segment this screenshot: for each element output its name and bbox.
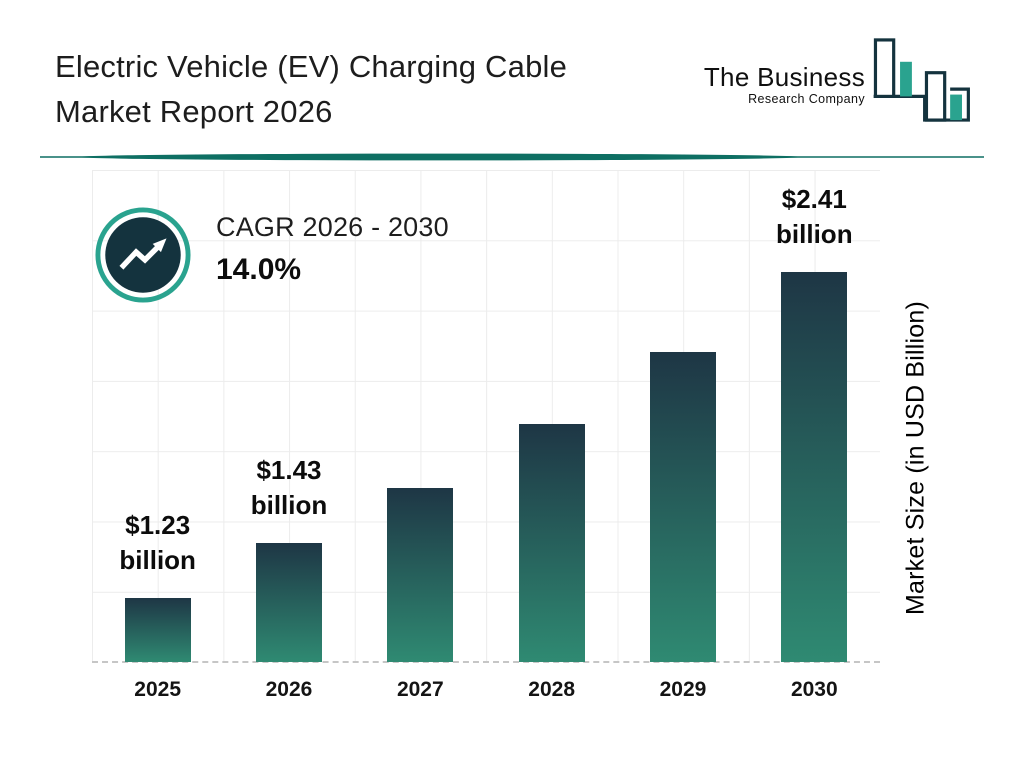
bar-column bbox=[486, 170, 617, 662]
bar-value-label: $1.23 billion bbox=[119, 510, 196, 575]
bar-column: $1.43 billion bbox=[223, 170, 354, 662]
bar-column bbox=[355, 170, 486, 662]
x-axis-labels: 2025 2026 2027 2028 2029 2030 bbox=[92, 678, 880, 702]
x-axis-label: 2029 bbox=[659, 678, 707, 701]
x-axis-label: 2027 bbox=[396, 678, 444, 701]
bar-chart-logo-icon bbox=[873, 38, 970, 122]
trend-up-arrow-icon bbox=[95, 207, 191, 303]
title-line-1: Electric Vehicle (EV) Charging Cable bbox=[55, 49, 568, 84]
bar-2027 bbox=[387, 488, 454, 662]
bar-2029 bbox=[649, 352, 716, 662]
bar-2025 bbox=[124, 598, 191, 662]
logo-name: The Business bbox=[703, 62, 865, 92]
cagr-badge: CAGR 2026 - 2030 14.0% bbox=[94, 206, 449, 304]
y-axis-title: Market Size (in USD Billion) bbox=[901, 301, 930, 616]
header-divider bbox=[40, 153, 984, 161]
company-logo: The Business Research Company bbox=[704, 36, 972, 124]
cagr-label: CAGR 2026 - 2030 bbox=[216, 212, 449, 242]
bar-column bbox=[617, 170, 748, 662]
bar-2026 bbox=[255, 543, 322, 662]
cagr-text: CAGR 2026 - 2030 14.0% bbox=[216, 206, 449, 287]
bar-value-label: $1.43 billion bbox=[250, 455, 328, 520]
page-title: Electric Vehicle (EV) Charging Cable Mar… bbox=[55, 44, 567, 134]
x-axis-label: 2028 bbox=[528, 678, 575, 701]
bar-2028 bbox=[518, 424, 585, 662]
cagr-value: 14.0% bbox=[216, 253, 302, 286]
bar-column: $2.41 billion bbox=[749, 170, 880, 662]
x-axis-label: 2025 bbox=[134, 678, 182, 701]
bar-column: $1.23 billion bbox=[92, 170, 223, 662]
title-line-2: Market Report 2026 bbox=[55, 94, 333, 129]
x-axis-label: 2026 bbox=[265, 678, 313, 701]
bar-chart: $1.23 billion $1.43 billion $2.41 billion bbox=[92, 170, 880, 663]
logo-text: The Business Research Company bbox=[704, 62, 865, 106]
bar-2030 bbox=[781, 272, 848, 662]
bar-chart-columns: $1.23 billion $1.43 billion $2.41 billion bbox=[92, 170, 880, 662]
logo-subtitle: Research Company bbox=[748, 92, 865, 106]
x-axis-label: 2030 bbox=[790, 678, 838, 701]
bar-value-label: $2.41 billion bbox=[776, 184, 853, 249]
